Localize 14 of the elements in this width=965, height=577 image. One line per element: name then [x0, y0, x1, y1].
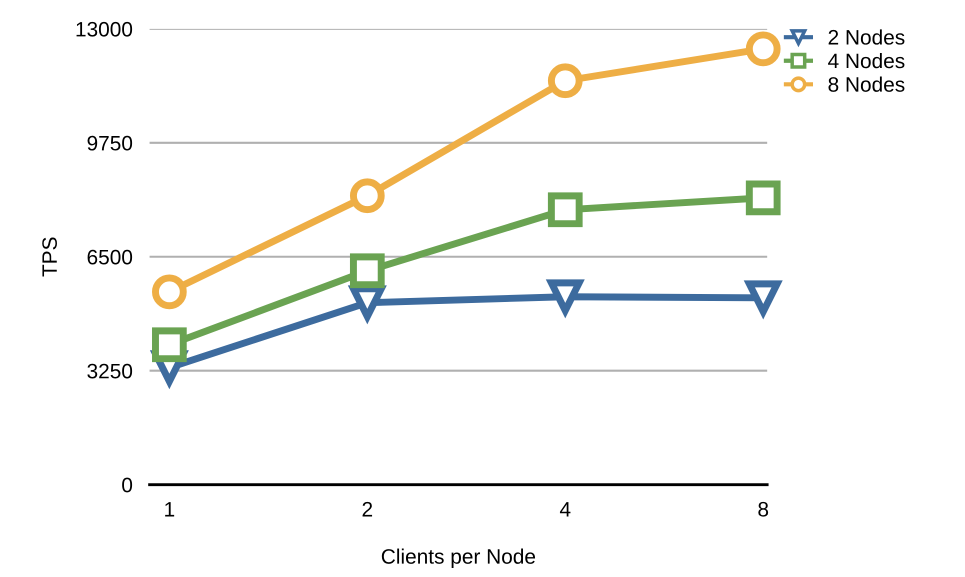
legend-label: 4 Nodes: [828, 52, 904, 68]
y-tick-label: 13000: [76, 22, 132, 37]
x-tick-label: 1: [165, 502, 174, 516]
y-tick-label: 9750: [88, 136, 132, 151]
y-axis-title: TPS: [42, 237, 57, 277]
x-tick-label: 4: [560, 502, 570, 516]
y-tick-label: 0: [122, 478, 132, 492]
x-tick-label: 8: [758, 502, 768, 517]
y-tick-label: 3250: [87, 364, 132, 378]
legend-label: 2 Nodes: [828, 29, 904, 45]
x-axis-title: Clients per Node: [382, 548, 536, 568]
legend-label: 8 Nodes: [828, 76, 904, 92]
x-tick-label: 2: [362, 502, 372, 516]
y-tick-label: 6500: [88, 250, 132, 265]
